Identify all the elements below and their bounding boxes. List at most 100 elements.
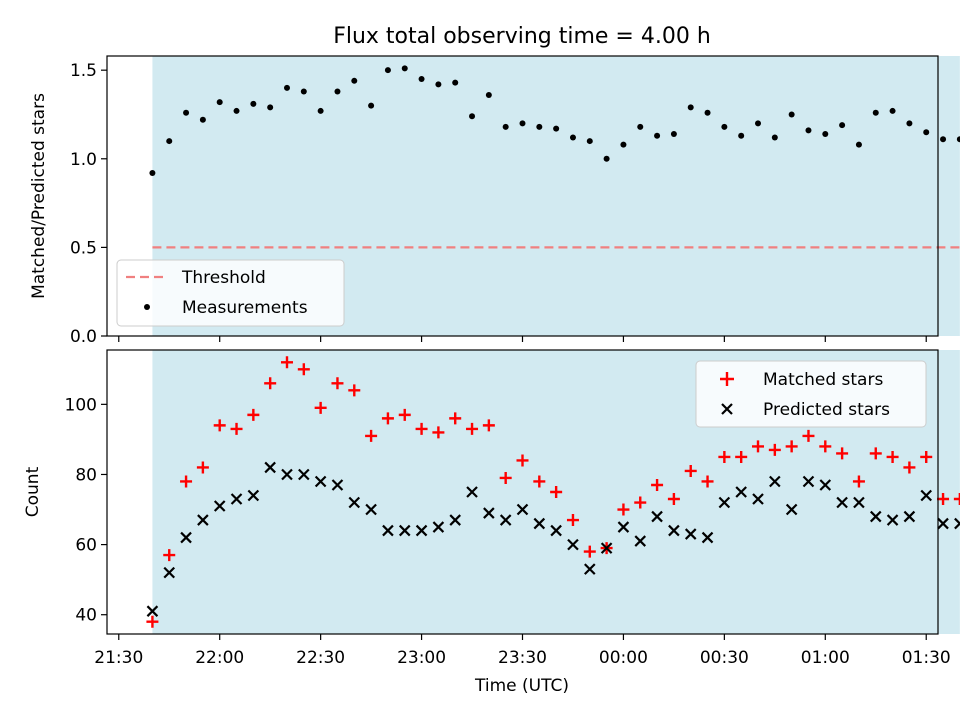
matched-point <box>415 422 428 435</box>
predicted-point <box>163 566 176 579</box>
matched-point <box>247 408 260 421</box>
matched-point <box>836 447 849 460</box>
measurement-point <box>620 141 627 148</box>
matched-point <box>314 401 327 414</box>
top-panel: 0.0 0.5 1.0 1.5 Matched/Predicted stars Thr… <box>29 55 960 347</box>
measurement-point <box>940 136 947 143</box>
top-y-tick-label: 0.0 <box>70 327 97 347</box>
predicted-point <box>466 486 478 498</box>
predicted-point <box>432 521 445 533</box>
measurement-point <box>906 120 913 127</box>
predicted-point <box>180 531 192 544</box>
matched-point <box>667 493 680 506</box>
top-y-ticks: 0.0 0.5 1.0 1.5 <box>70 61 107 347</box>
matched-point <box>550 486 563 498</box>
matched-point <box>348 384 361 397</box>
matched-point <box>617 503 630 516</box>
predicted-points <box>146 461 960 617</box>
predicted-point <box>718 496 731 509</box>
x-tick-label: 01:30 <box>902 648 951 668</box>
measurement-point <box>166 138 173 145</box>
measurement-point <box>771 134 778 141</box>
measurement-point <box>603 155 610 162</box>
legend-matched-swatch <box>720 372 734 386</box>
top-x-ticks <box>118 336 927 342</box>
measurement-point <box>553 125 560 132</box>
matched-point <box>903 461 916 474</box>
matched-point <box>819 440 832 453</box>
matched-point <box>869 447 882 460</box>
bottom-y-axis-label: Count <box>23 466 43 517</box>
predicted-point <box>651 510 663 523</box>
matched-point <box>196 461 209 474</box>
legend-predicted-label: Predicted stars <box>763 400 890 420</box>
top-legend: Threshold Measurements <box>116 259 345 327</box>
measurement-point <box>805 127 812 134</box>
matched-point <box>516 454 529 467</box>
measurement-point <box>317 107 324 114</box>
matched-point <box>449 412 462 425</box>
top-legend-box <box>116 259 345 327</box>
matched-point <box>651 478 664 491</box>
bottom-y-tick-label: 80 <box>75 465 97 485</box>
measurement-point <box>670 130 677 137</box>
predicted-point <box>769 475 781 488</box>
predicted-point <box>230 493 243 505</box>
measurement-point <box>889 107 896 114</box>
measurement-point <box>368 102 375 109</box>
matched-point <box>583 545 596 558</box>
predicted-point <box>920 489 933 502</box>
x-axis-label: Time (UTC) <box>474 676 569 696</box>
predicted-point <box>668 524 680 537</box>
measurement-point <box>384 67 391 74</box>
measurement-point <box>485 91 492 98</box>
bottom-axes-frame <box>106 349 939 635</box>
predicted-point <box>617 521 630 533</box>
measurement-point <box>687 104 694 111</box>
bottom-legend: Matched stars Predicted stars <box>695 360 927 428</box>
x-tick-label: 22:00 <box>195 648 244 668</box>
top-y-tick-label: 1.0 <box>70 150 97 170</box>
predicted-point <box>365 503 377 516</box>
matched-point <box>381 412 394 425</box>
top-y-tick-label: 1.5 <box>70 61 97 81</box>
predicted-point <box>785 503 798 516</box>
predicted-point <box>550 524 562 537</box>
predicted-point <box>213 500 226 512</box>
x-tick-label: 21:30 <box>94 648 143 668</box>
predicted-point <box>819 479 832 491</box>
matched-point <box>280 356 293 369</box>
matched-point <box>566 514 579 527</box>
x-tick-label: 00:30 <box>700 648 749 668</box>
predicted-point <box>802 475 815 488</box>
matched-point <box>365 429 378 442</box>
measurement-point <box>637 123 644 130</box>
legend-measurements-swatch <box>144 304 150 310</box>
predicted-point <box>533 517 546 530</box>
predicted-point <box>197 514 209 526</box>
matched-point <box>533 475 546 488</box>
measurement-point <box>216 99 223 106</box>
measurement-point <box>536 123 543 130</box>
predicted-point <box>398 524 411 537</box>
measurement-point <box>755 120 762 127</box>
predicted-point <box>752 493 764 505</box>
predicted-point <box>314 475 327 488</box>
measurement-point <box>956 136 960 143</box>
predicted-point <box>516 503 529 516</box>
measurement-point <box>401 65 408 72</box>
measurement-point <box>721 123 728 130</box>
top-y-tick-label: 0.5 <box>70 238 97 258</box>
bottom-panel: 40 60 80 100 21:30 22:00 22:30 23:00 23:30 00:00… <box>23 349 960 696</box>
top-axes-frame <box>106 55 939 337</box>
matched-point <box>684 464 697 477</box>
x-tick-label: 23:30 <box>498 648 547 668</box>
measurement-point <box>586 138 593 145</box>
matched-point <box>920 450 933 463</box>
matched-point <box>331 377 344 390</box>
matched-point <box>398 408 411 421</box>
x-tick-label: 00:00 <box>599 648 648 668</box>
measurement-point <box>923 129 930 136</box>
predicted-point <box>836 496 848 509</box>
